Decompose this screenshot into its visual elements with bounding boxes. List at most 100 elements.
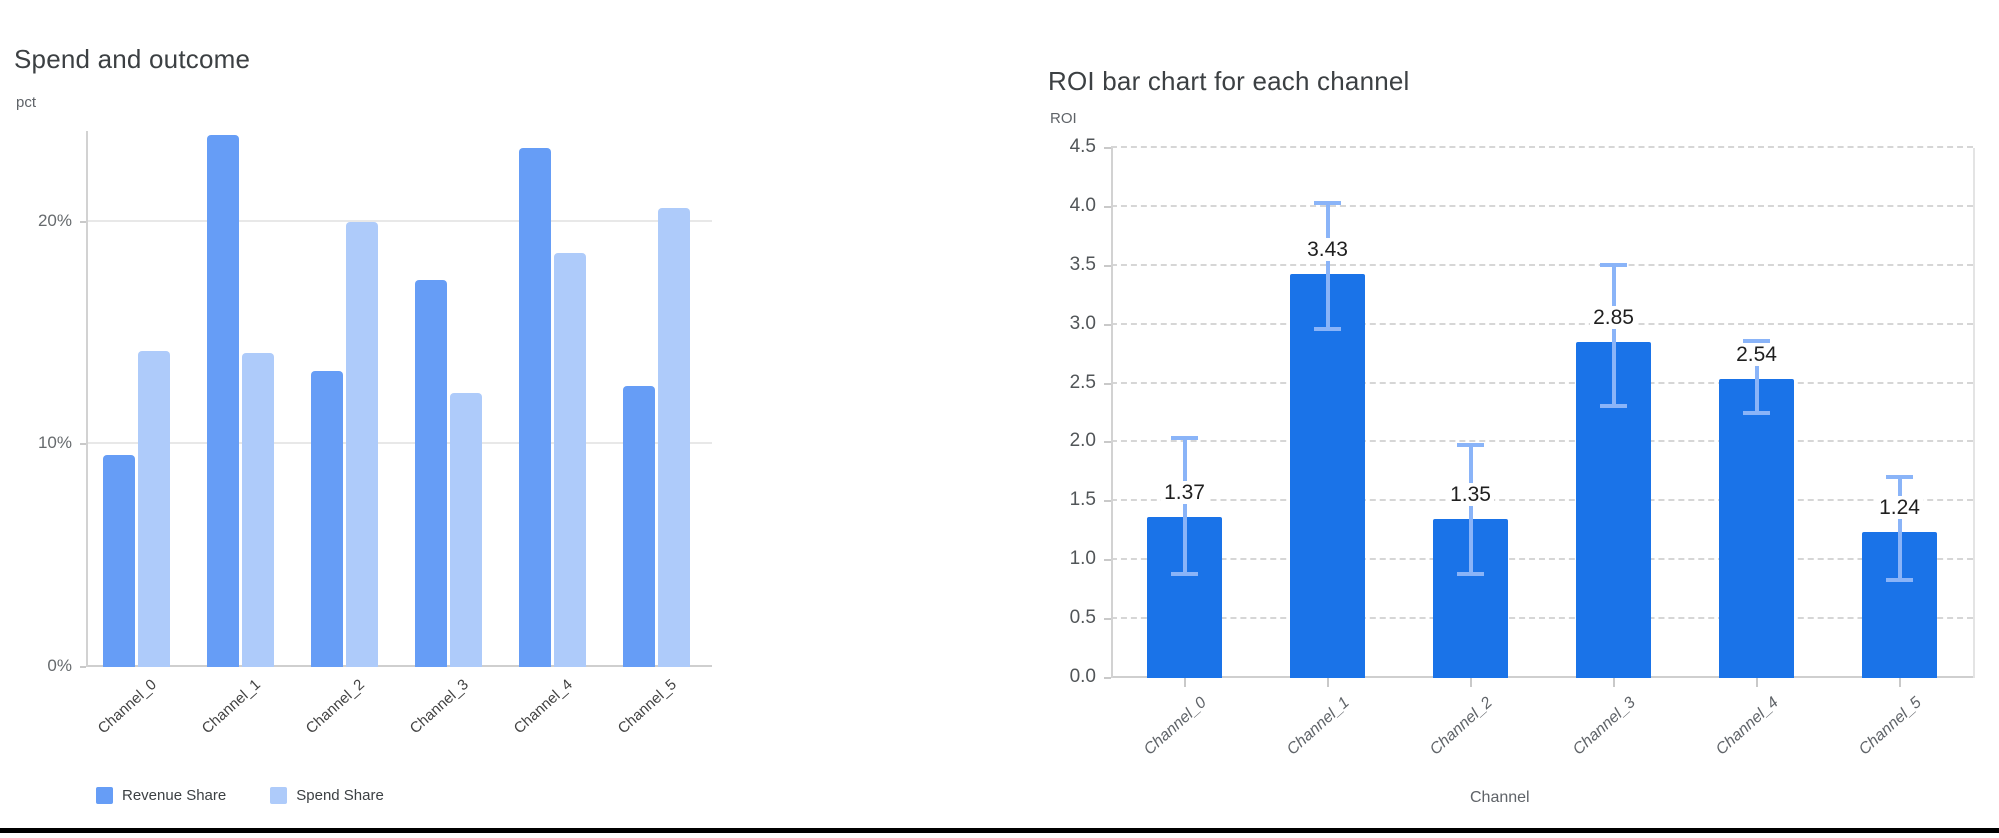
gridline-1.5	[1111, 499, 1973, 502]
x-label-channel_2: Channel_2	[1426, 694, 1496, 759]
error-cap-top-channel_2	[1457, 442, 1484, 447]
roi-bar-channel_1[interactable]	[1290, 274, 1365, 678]
y-tick-10%	[80, 443, 86, 446]
legend-item-revenue-share[interactable]: Revenue Share	[96, 787, 226, 804]
x-label-channel_4: Channel_4	[1712, 694, 1782, 759]
y-tick-20%	[80, 220, 86, 223]
error-bar-channel_1	[1325, 203, 1330, 330]
x-tick-channel_1	[1326, 678, 1329, 687]
plot-right-border	[1973, 148, 1975, 678]
gridline-10%	[86, 442, 712, 445]
y-tick-1.5	[1104, 500, 1111, 503]
x-label-channel_4: Channel_4	[510, 676, 576, 738]
x-label-channel_5: Channel_5	[614, 676, 680, 738]
y-tick-3.5	[1104, 264, 1111, 267]
legend-label: Spend Share	[296, 787, 384, 804]
x-tick-channel_3	[1612, 678, 1615, 687]
gridline-1.0	[1111, 558, 1973, 561]
bar-revenue-share-channel_1[interactable]	[207, 134, 239, 667]
bar-revenue-share-channel_0[interactable]	[103, 455, 135, 667]
y-tick-1.0	[1104, 559, 1111, 562]
x-label-channel_1: Channel_1	[1283, 694, 1353, 759]
roi-bar-channel_4[interactable]	[1719, 378, 1794, 678]
gridline-4.5	[1111, 146, 1973, 148]
legend-swatch-revenue-share	[96, 787, 113, 804]
y-tick-label-2.0: 2.0	[1069, 430, 1096, 452]
y-tick-label-3.5: 3.5	[1069, 253, 1096, 275]
y-tick-0%	[80, 666, 86, 668]
y-tick-label-0.5: 0.5	[1069, 607, 1096, 629]
gridline-2.5	[1111, 381, 1973, 384]
gridline-2.0	[1111, 440, 1973, 443]
error-cap-top-channel_0	[1171, 435, 1198, 440]
y-tick-2.5	[1104, 382, 1111, 385]
y-tick-0.5	[1104, 618, 1111, 621]
error-cap-bottom-channel_3	[1600, 403, 1627, 408]
y-tick-3.0	[1104, 323, 1111, 326]
y-tick-label-2.5: 2.5	[1069, 371, 1096, 393]
bar-spend-share-channel_4[interactable]	[554, 252, 586, 667]
legend-item-spend-share[interactable]: Spend Share	[270, 787, 384, 804]
bar-spend-share-channel_5[interactable]	[658, 208, 690, 667]
gridline-3.0	[1111, 322, 1973, 325]
bar-revenue-share-channel_5[interactable]	[623, 386, 655, 667]
gridline-0.0	[1111, 676, 1973, 678]
y-tick-label-10%: 10%	[37, 433, 72, 453]
roi-value-label-channel_5: 1.24	[1855, 495, 1945, 520]
x-label-channel_5: Channel_5	[1855, 694, 1925, 759]
spend-outcome-title: Spend and outcome	[14, 43, 251, 74]
bar-spend-share-channel_1[interactable]	[242, 353, 274, 667]
x-label-channel_2: Channel_2	[302, 676, 368, 738]
gridline-0.5	[1111, 617, 1973, 620]
error-bar-channel_3	[1611, 264, 1616, 406]
y-axis-line	[1111, 148, 1113, 678]
roi-value-label-channel_1: 3.43	[1283, 238, 1373, 262]
y-axis-line	[86, 131, 88, 667]
y-tick-label-0%: 0%	[47, 656, 72, 675]
x-label-channel_0: Channel_0	[94, 676, 160, 738]
y-tick-4.5	[1104, 147, 1111, 149]
gridline-20%	[86, 219, 712, 222]
gridline-3.5	[1111, 263, 1973, 266]
error-cap-bottom-channel_0	[1171, 572, 1198, 577]
error-bar-channel_4	[1754, 341, 1759, 413]
spend-outcome-y-unit-label: pct	[16, 94, 37, 111]
roi-value-label-channel_0: 1.37	[1140, 480, 1230, 505]
spend-outcome-plot-area	[86, 131, 712, 667]
error-cap-top-channel_1	[1314, 201, 1341, 206]
y-tick-label-0.0: 0.0	[1069, 666, 1096, 687]
roi-x-axis-title: Channel	[1470, 789, 1530, 806]
error-cap-bottom-channel_4	[1743, 411, 1770, 415]
bar-revenue-share-channel_4[interactable]	[519, 148, 551, 667]
y-tick-label-4.0: 4.0	[1069, 194, 1096, 216]
x-tick-channel_2	[1469, 678, 1472, 687]
x-label-channel_1: Channel_1	[198, 676, 264, 738]
legend-swatch-spend-share	[270, 787, 288, 804]
roi-value-label-channel_4: 2.54	[1712, 342, 1802, 367]
error-cap-bottom-channel_1	[1314, 327, 1341, 332]
bar-revenue-share-channel_3[interactable]	[415, 279, 447, 667]
error-cap-top-channel_4	[1743, 339, 1770, 344]
roi-value-label-channel_2: 1.35	[1426, 483, 1516, 507]
bar-spend-share-channel_0[interactable]	[138, 350, 170, 667]
y-tick-4.0	[1104, 205, 1111, 208]
error-cap-bottom-channel_5	[1886, 578, 1913, 583]
x-tick-channel_4	[1755, 678, 1758, 687]
y-tick-label-1.0: 1.0	[1069, 548, 1096, 570]
gridline-4.0	[1111, 204, 1973, 207]
roi-chart-title: ROI bar chart for each channel	[1048, 65, 1410, 96]
bar-revenue-share-channel_2[interactable]	[311, 370, 343, 667]
x-label-channel_3: Channel_3	[1569, 694, 1639, 759]
x-tick-channel_5	[1898, 678, 1901, 687]
gridline-0%	[86, 665, 712, 667]
y-tick-label-20%: 20%	[37, 210, 72, 230]
bar-spend-share-channel_3[interactable]	[450, 393, 482, 667]
bottom-divider	[0, 828, 1999, 833]
y-tick-2.0	[1104, 441, 1111, 444]
bar-spend-share-channel_2[interactable]	[346, 221, 378, 667]
y-tick-label-4.5: 4.5	[1069, 136, 1096, 157]
error-bar-channel_2	[1468, 444, 1473, 575]
error-cap-top-channel_3	[1600, 262, 1627, 267]
roi-y-unit-label: ROI	[1050, 110, 1077, 127]
legend-label: Revenue Share	[122, 787, 227, 804]
